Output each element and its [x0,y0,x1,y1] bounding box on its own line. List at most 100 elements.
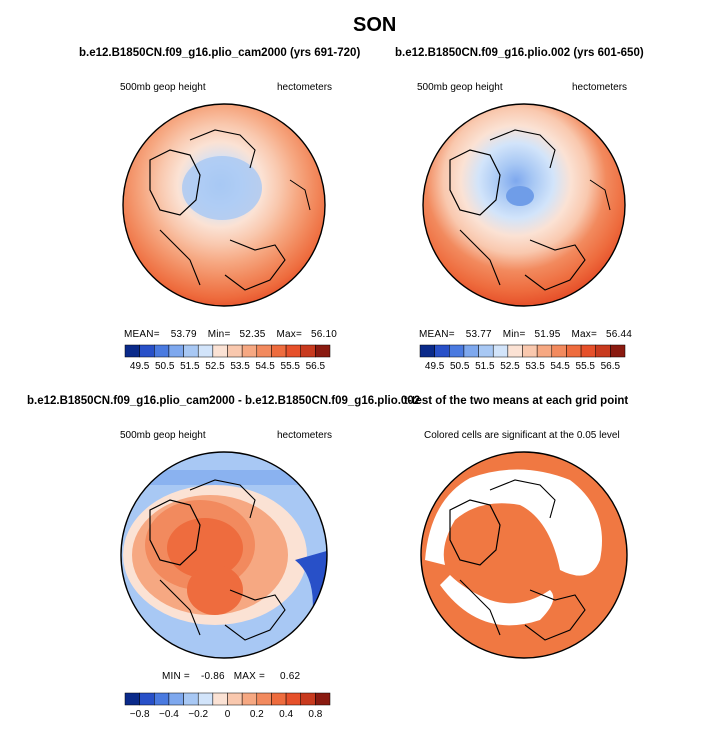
panel1-colorbar-tick-label: 56.5 [306,361,326,372]
panel2-colorbar-cell [551,344,567,358]
panel2-stats: MEAN= 53.77 Min= 51.95 Max= 56.44 [419,329,632,340]
panel1-colorbar-cell [168,344,184,358]
panel1-stats: MEAN= 53.79 Min= 52.35 Max= 56.10 [124,329,337,340]
panel3-min-value: -0.86 [200,671,225,682]
panel4-nonsig-ring-south [440,575,554,626]
panel4-title: t-test of the two means at each grid poi… [404,395,629,407]
panel3-colorbar-cell [256,692,272,706]
panel1-mean-value: 53.79 [170,329,197,340]
panel2-colorbar-tick-label: 49.5 [425,361,445,372]
panel1-colorbar: 49.5 50.5 51.5 52.5 53.5 54.5 55.5 56.5 [124,344,331,372]
panel3-units-label: hectometers [277,430,333,441]
panel2-map-border [422,103,626,307]
panel2-colorbar-tick-label: 53.5 [525,361,545,372]
panel3-max-value: 0.62 [280,671,301,682]
panel3-colorbar-cell [241,692,258,706]
panel1-colorbar-cell [183,344,199,358]
panel3-colorbar-cell [154,692,170,706]
panel1-colorbar-cell [285,344,301,358]
panel2-min-value: 51.95 [534,329,561,340]
panel2-max-label: Max= [571,329,598,340]
panel2-colorbar-tick-label: 51.5 [475,361,495,372]
panel2-colorbar-tick-label: 50.5 [450,361,470,372]
panel1-colorbar-cell [197,344,214,358]
panel3-colorbar-tick-label: −0.4 [159,709,179,720]
panel2-colorbar-cell [434,344,450,358]
panel2-title: b.e12.B1850CN.f09_g16.plio.002 (yrs 601-… [395,47,644,59]
panel1-variable-label: 500mb geop height [120,82,206,93]
panel2-colorbar-tick-label: 54.5 [550,361,570,372]
panel1-coastline-canada [149,149,201,216]
panel3-colorbar-cell [315,692,331,706]
panel2-mean-value: 53.77 [465,329,492,340]
panel2-colorbar-cell [536,344,553,358]
panel2-colorbar-cell [595,344,611,358]
panel2-colorbar-cell [419,344,435,358]
panel2-colorbar-cell [492,344,509,358]
panel1-coastline-greenland [189,129,256,169]
panel4-nonsig-ring-north [425,469,602,576]
panel1-max-label: Max= [276,329,303,340]
panel2-map [422,103,626,307]
panel2-colorbar-tick-label: 55.5 [576,361,596,372]
panel1-title: b.e12.B1850CN.f09_g16.plio_cam2000 (yrs … [79,47,361,59]
panel1-colorbar-tick-label: 54.5 [255,361,275,372]
panel2-colorbar: 49.5 50.5 51.5 52.5 53.5 54.5 55.5 56.5 [419,344,626,372]
panel2-coastline-canada [449,149,501,216]
panel3-colorbar-cell [227,692,243,706]
panel1-colorbar-tick-label: 55.5 [281,361,301,372]
panel4-map-border [420,451,628,659]
panel4-map [420,451,628,659]
panel1-colorbar-cell [154,344,170,358]
panel4-significance-note: Colored cells are significant at the 0.0… [424,430,620,441]
panel1-units-label: hectometers [277,82,333,93]
panel3-map-border [120,451,328,659]
panel1-map [122,103,326,307]
panel3-colorbar-cell [212,692,228,706]
panel1-colorbar-tick-label: 49.5 [130,361,150,372]
panel3-colorbar-tick-label: 0 [225,709,231,720]
panel1-max-value: 56.10 [311,329,338,340]
panel3-colorbar-cell [197,692,214,706]
panel2-colorbar-cell [478,344,494,358]
panel3-max-label: MAX = [233,671,266,682]
panel2-colorbar-cell [610,344,626,358]
panel1-mean-label: MEAN= [124,329,160,340]
panel1-colorbar-cell [271,344,287,358]
panel1-colorbar-cell [124,344,140,358]
panel3-stats: MIN = -0.86 MAX = 0.62 [162,671,300,682]
panel2-colorbar-cell [522,344,538,358]
panel3-colorbar: −0.8 −0.4 −0.2 0 0.2 0.4 0.8 [124,692,331,720]
panel3-map [120,451,328,659]
panel3-colorbar-tick-label: −0.8 [130,709,150,720]
panel1-colorbar-cell [227,344,243,358]
panel1-min-label: Min= [207,329,231,340]
panel1-colorbar-tick-label: 52.5 [205,361,225,372]
panel1-map-border [122,103,326,307]
panel3-colorbar-tick-label: −0.2 [188,709,208,720]
panel2-colorbar-cell [580,344,596,358]
panel2-mean-label: MEAN= [419,329,455,340]
panel3-colorbar-tick-label: 0.4 [279,709,293,720]
panel3-colorbar-tick-label: 0.8 [308,709,322,720]
panel1-colorbar-cell [256,344,272,358]
panel2-min-label: Min= [502,329,526,340]
panel3-min-label: MIN = [162,671,190,682]
panel3-colorbar-cell [300,692,316,706]
page-title: SON [353,14,397,36]
panel3-variable-label: 500mb geop height [120,430,206,441]
panel1-colorbar-cell [315,344,331,358]
panel3-colorbar-cell [285,692,301,706]
panel2-colorbar-cell [463,344,479,358]
panel1-colorbar-tick-label: 50.5 [155,361,175,372]
panel1-min-value: 52.35 [239,329,266,340]
panel3-title: b.e12.B1850CN.f09_g16.plio_cam2000 - b.e… [27,395,421,407]
panel3-colorbar-cell [124,692,140,706]
panel2-colorbar-tick-label: 56.5 [601,361,621,372]
panel1-colorbar-cell [241,344,258,358]
panel1-colorbar-tick-label: 51.5 [180,361,200,372]
panel2-colorbar-cell [566,344,582,358]
panel2-colorbar-cell [507,344,523,358]
panel1-colorbar-cell [139,344,155,358]
